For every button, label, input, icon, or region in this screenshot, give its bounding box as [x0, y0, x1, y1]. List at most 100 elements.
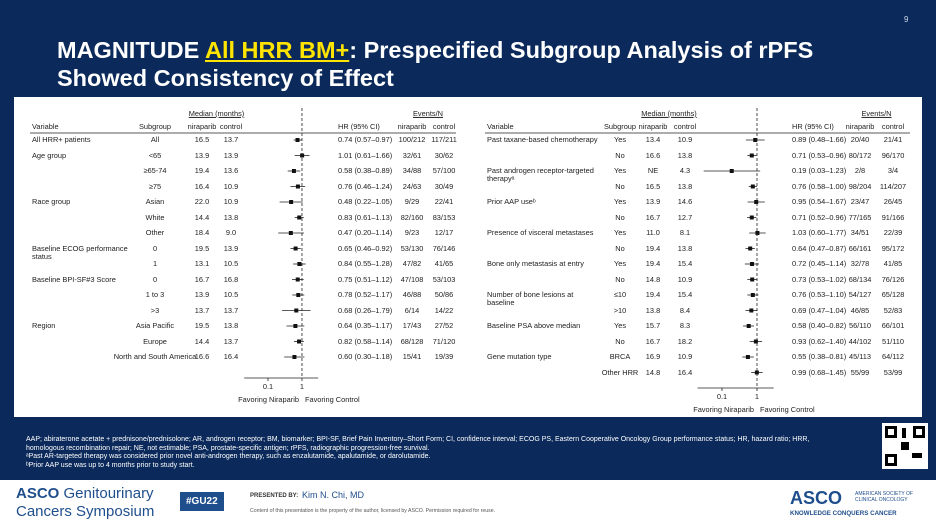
subgroup: Asia Pacific [135, 320, 175, 330]
median-control: 13.7 [223, 336, 239, 346]
qr-code [882, 423, 928, 469]
median-control: 10.5 [223, 289, 239, 299]
events-niraparib: 68/134 [848, 274, 872, 284]
median-niraparib: 19.4 [645, 289, 661, 299]
subgroup: No [615, 150, 625, 160]
median-control: 8.1 [679, 227, 691, 237]
hr-ci: 0.48 (0.22–1.05) [338, 196, 393, 206]
events-control: 114/207 [879, 181, 907, 191]
events-niraparib: 9/23 [404, 227, 420, 237]
hr-ci: 0.58 (0.38–0.89) [338, 165, 393, 175]
events-niraparib: 66/161 [848, 243, 872, 253]
meeting-line: Cancers Symposium [16, 503, 155, 520]
events-control: 64/112 [881, 351, 905, 361]
events-niraparib: 34/88 [402, 165, 422, 175]
median-niraparib: 19.4 [645, 258, 661, 268]
median-niraparib: 19.4 [194, 165, 210, 175]
hr-point [296, 293, 301, 297]
variable: Region [32, 321, 56, 330]
median-niraparib: 16.5 [194, 134, 210, 144]
forest-panel [14, 97, 922, 417]
subgroup-header: Subgroup [603, 121, 637, 131]
median-nir-header: niraparib [638, 121, 668, 131]
events-niraparib: 68/128 [400, 336, 424, 346]
events-control: 52/83 [883, 305, 903, 315]
events-niraparib: 55/99 [850, 367, 870, 377]
median-control: 13.7 [223, 134, 239, 144]
median-niraparib: 13.7 [194, 305, 210, 315]
median-control: 13.8 [677, 181, 693, 191]
hr-point [750, 184, 755, 189]
median-niraparib: 13.8 [645, 305, 661, 315]
events-niraparib: 32/61 [402, 150, 422, 160]
variable: Prior AAP useᵇ [487, 197, 536, 206]
hr-ci: 0.72 (0.45–1.14) [792, 258, 847, 268]
events-niraparib: 98/204 [848, 181, 872, 191]
title-highlight: All HRR BM+ [204, 37, 350, 63]
subgroup: Other HRR [601, 367, 639, 377]
subgroup: >10 [613, 305, 627, 315]
hr-point [294, 308, 299, 313]
subgroup: Yes [613, 258, 627, 268]
hr-point [750, 293, 755, 297]
hr-point [750, 277, 755, 282]
hr-point [749, 308, 754, 313]
events-control: 19/39 [434, 351, 454, 361]
subgroup: 0 [152, 274, 158, 284]
hr-point [749, 153, 754, 158]
median-control: 13.9 [223, 243, 239, 253]
subgroup: ≤10 [613, 289, 627, 299]
variable: Bone only metastasis at entry [487, 259, 584, 268]
society-meeting: ASCO Genitourinary [16, 485, 154, 503]
subgroup: BRCA [609, 351, 631, 361]
subgroup: No [615, 274, 625, 284]
events-control: 57/100 [432, 165, 456, 175]
median-control: 13.8 [677, 243, 693, 253]
median-header: Median (months) [641, 108, 697, 118]
hr-point [293, 246, 298, 251]
median-niraparib: 16.7 [194, 274, 210, 284]
hr-ci: 0.93 (0.62–1.40) [792, 336, 847, 346]
hr-ci: 0.68 (0.26–1.79) [338, 305, 393, 315]
events-control: 76/126 [881, 274, 905, 284]
events-control: 12/17 [434, 227, 454, 237]
hr-point [291, 169, 296, 173]
median-niraparib: 13.9 [194, 150, 210, 160]
subgroup: 1 [152, 258, 158, 268]
hr-point [293, 324, 298, 328]
events-niraparib: 34/51 [850, 227, 870, 237]
events-niraparib: 46/88 [402, 289, 422, 299]
favor-left: Favoring Niraparib [238, 394, 299, 404]
hr-ci: 1.03 (0.60–1.77) [792, 227, 847, 237]
median-niraparib: 13.9 [194, 289, 210, 299]
hr-ci: 0.64 (0.47–0.87) [792, 243, 847, 253]
hr-ci: 0.58 (0.40–0.82) [792, 320, 847, 330]
footnotes: AAP; abiraterone acetate + prednisone/pr… [26, 436, 846, 470]
hr-ci: 0.78 (0.52–1.17) [338, 289, 393, 299]
hr-ci: 0.47 (0.20–1.14) [338, 227, 393, 237]
median-niraparib: 16.6 [645, 150, 661, 160]
events-control: 96/170 [881, 150, 905, 160]
median-control: 8.4 [679, 305, 691, 315]
copyright: Content of this presentation is the prop… [250, 508, 496, 514]
subgroup: Other [145, 227, 165, 237]
median-header: Median (months) [188, 108, 245, 118]
hr-point [295, 138, 300, 142]
median-niraparib: 16.9 [645, 351, 661, 361]
events-control: 91/166 [881, 212, 905, 222]
hr-point [729, 169, 734, 173]
events-niraparib: 20/40 [850, 134, 870, 144]
median-niraparib: 14.4 [194, 336, 210, 346]
median-niraparib: 14.4 [194, 212, 210, 222]
hr-ci: 0.82 (0.58–1.14) [338, 336, 393, 346]
hr-point [749, 262, 754, 266]
median-control: 13.8 [677, 150, 693, 160]
subgroup: No [615, 181, 625, 191]
subgroup: All [150, 134, 160, 144]
events-niraparib: 45/113 [848, 351, 872, 361]
subgroup: Yes [613, 134, 627, 144]
events-control: 76/146 [432, 243, 456, 253]
subgroup: Yes [613, 227, 627, 237]
presenter: Kim N. Chi, MD [302, 490, 365, 500]
x-tick-label: 0.1 [262, 381, 274, 391]
